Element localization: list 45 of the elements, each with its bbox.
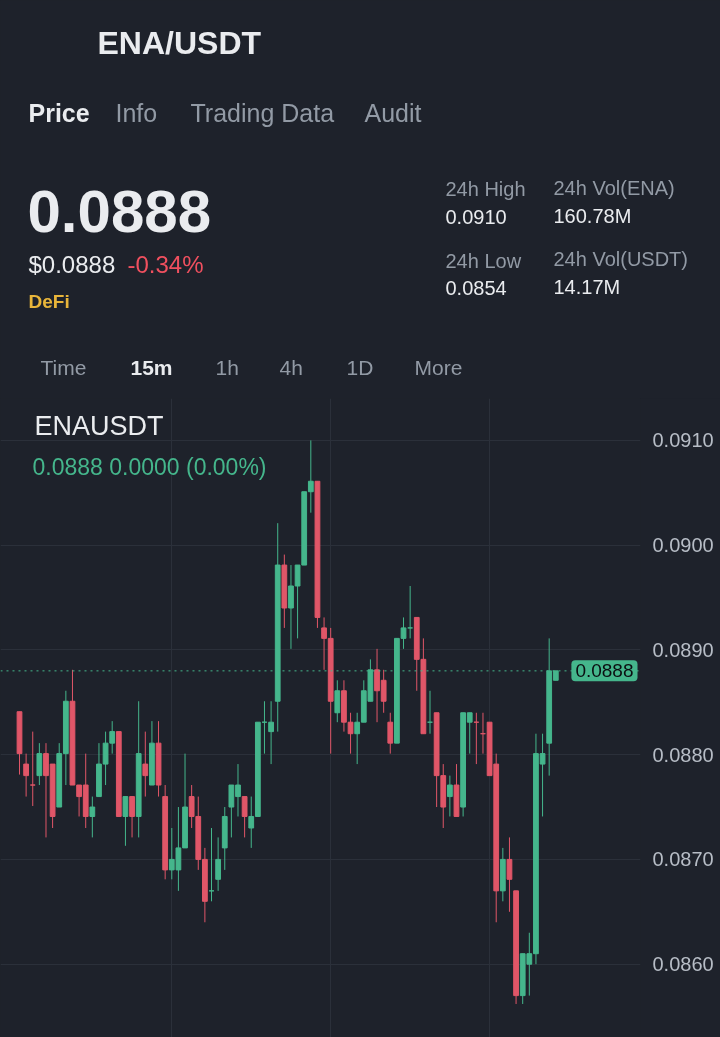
text: 1D [346,356,374,379]
annotation: ENAUSDT [34,410,164,441]
candlestick [23,753,30,798]
candlestick [387,712,394,755]
text: $0.0888 [28,251,116,278]
candlestick [29,731,36,807]
y-tick-label: 0.0910 [652,429,714,452]
text: 1h [215,356,239,379]
text: 160.78M [553,204,632,227]
y-tick-label: 0.0880 [652,743,714,766]
text: Trading Data [190,98,335,127]
text: 15m [130,356,173,379]
candlestick [446,775,453,817]
text: Info [115,98,158,127]
text: 24h Low [445,249,522,272]
annotation: 0.0888 0.0000 (0.00%) [32,453,267,480]
candlestick [129,796,135,838]
y-tick-label: 0.0890 [652,638,714,661]
text: More [414,356,463,379]
text: -0.34% [127,251,204,278]
text: Time [40,356,87,379]
text: 0.0910 [445,205,507,228]
y-tick-label: 0.0900 [652,534,714,557]
candlestick [142,731,149,798]
candlestick [89,796,96,838]
text: 0.0854 [445,276,507,299]
chart-title: ENA/USDT [97,24,262,61]
candlestick [215,836,222,892]
text: Audit [364,98,422,127]
candlestick [122,796,129,847]
text: 24h Vol(ENA) [553,176,675,199]
text: Price [28,98,90,127]
y-tick-label: 0.0870 [652,848,714,871]
text: 14.17M [553,275,621,298]
text: DeFi [28,291,70,312]
ref-line-label: 0.0888 [575,660,634,682]
text: 24h Vol(USDT) [553,247,688,270]
candlestick [36,742,43,786]
candlestick [506,836,513,913]
candlestick [334,679,341,723]
candlestick [241,796,248,838]
text: 24h High [445,177,526,200]
y-tick-label: 0.0860 [652,953,714,976]
text: 4h [279,356,303,379]
chart-subtitle: 0.0888 [27,178,212,245]
